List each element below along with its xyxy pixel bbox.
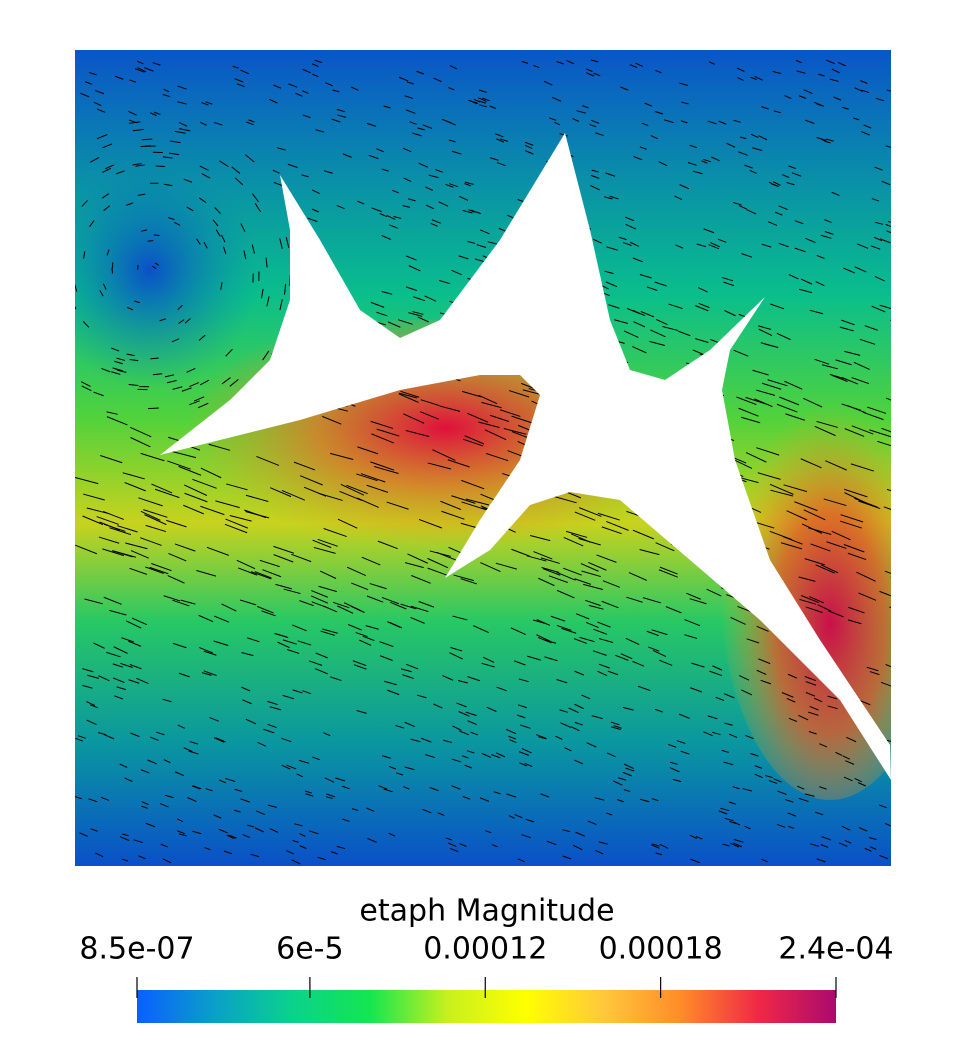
vector-glyph xyxy=(890,320,903,324)
colorbar-tick-label: 0.00018 xyxy=(599,932,723,967)
colorbar-tick-label: 0.00012 xyxy=(423,932,547,967)
vector-glyph xyxy=(891,577,907,584)
vector-glyph xyxy=(154,235,160,236)
colorbar-tick-label: 8.5e-07 xyxy=(79,932,194,967)
colorbar-title: etaph Magnitude xyxy=(359,894,614,929)
vector-glyph xyxy=(156,166,165,167)
colorbar-ticks: 8.5e-07 6e-5 0.00012 0.00018 2.4e-04 xyxy=(79,932,893,999)
vector-glyph xyxy=(889,607,905,612)
vector-glyph xyxy=(112,268,113,274)
vortex xyxy=(40,150,260,390)
field-plot xyxy=(40,50,940,866)
colorbar-tick-label: 2.4e-04 xyxy=(778,932,893,967)
colorbar xyxy=(137,990,836,1023)
vector-glyph xyxy=(148,408,159,409)
vector-glyph xyxy=(142,139,153,140)
colorbar-tick-label: 6e-5 xyxy=(276,932,343,967)
